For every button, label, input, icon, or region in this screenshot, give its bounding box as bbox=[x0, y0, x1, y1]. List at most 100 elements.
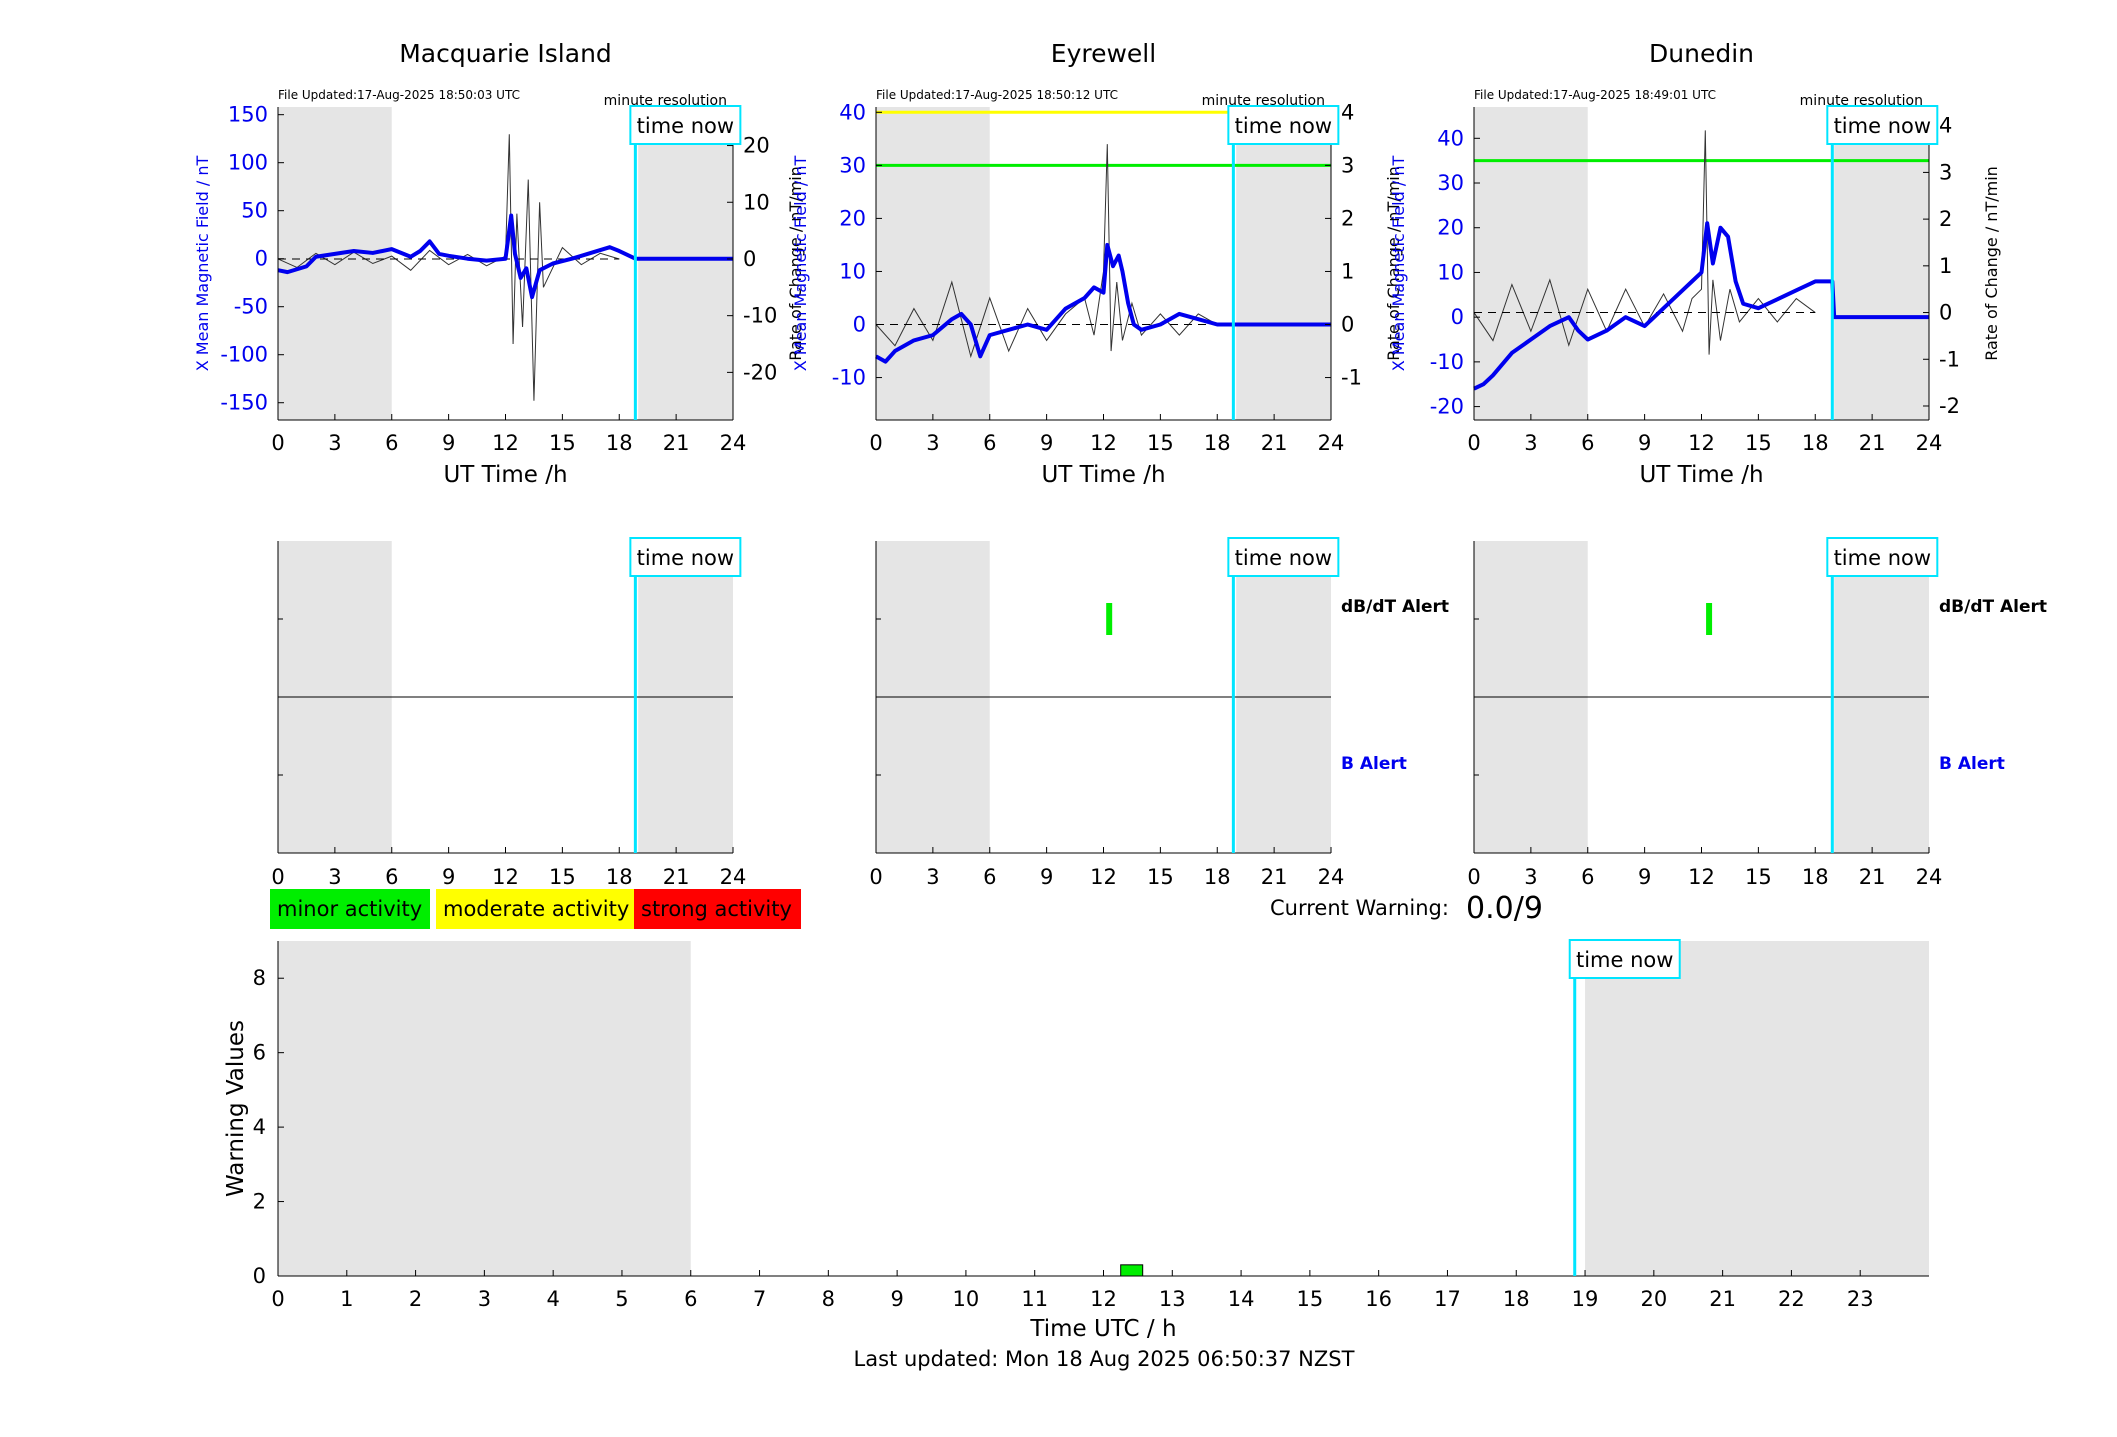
x-tick-label: 9 bbox=[1040, 865, 1053, 889]
left-y-tick-label: -10 bbox=[832, 366, 866, 390]
right-y-tick-label: -20 bbox=[743, 360, 777, 384]
x-tick-label: 7 bbox=[753, 1287, 766, 1311]
night-shading bbox=[1585, 941, 1929, 1276]
x-tick-label: 23 bbox=[1847, 1287, 1874, 1311]
mean-field-line bbox=[277, 213, 733, 300]
y-tick-label: 2 bbox=[253, 1190, 266, 1214]
x-tick-label: 12 bbox=[1090, 1287, 1117, 1311]
x-axis-label: Time UTC / h bbox=[1029, 1316, 1176, 1342]
x-tick-label: 0 bbox=[869, 865, 882, 889]
warning-bar bbox=[1120, 1264, 1144, 1277]
right-y-tick-label: -1 bbox=[1939, 347, 1960, 371]
x-tick-label: 12 bbox=[1090, 431, 1117, 455]
x-tick-label: 6 bbox=[1581, 431, 1594, 455]
y-tick-label: 0 bbox=[253, 1264, 266, 1288]
legend-minor-label: minor activity bbox=[277, 897, 422, 921]
right-y-tick-label: 2 bbox=[1341, 206, 1354, 230]
dbdt-alert-label: dB/dT Alert bbox=[1341, 597, 1449, 617]
x-tick-label: 4 bbox=[546, 1287, 559, 1311]
x-tick-label: 18 bbox=[1503, 1287, 1530, 1311]
file-updated-text: File Updated:17-Aug-2025 18:50:03 UTC bbox=[278, 88, 520, 102]
x-tick-label: 5 bbox=[615, 1287, 628, 1311]
left-y-tick-label: -20 bbox=[1430, 395, 1464, 419]
right-axis-label: Rate of Change / nT/min bbox=[1982, 166, 2001, 361]
alert-panel-eyrewell: 0 3 6 9 12 15 18 21 24 dB/dT Alert B Alert time now bbox=[869, 537, 1449, 889]
x-tick-label: 18 bbox=[1802, 431, 1829, 455]
x-axis-label: UT Time /h bbox=[443, 462, 567, 488]
left-axis-label: X Mean Magnetic Field / nT bbox=[1389, 156, 1408, 372]
right-y-tick-label: 20 bbox=[743, 134, 770, 158]
x-tick-label: 0 bbox=[1467, 431, 1480, 455]
x-tick-label: 14 bbox=[1228, 1287, 1255, 1311]
left-y-tick-label: 30 bbox=[839, 153, 866, 177]
x-tick-label: 6 bbox=[983, 865, 996, 889]
x-tick-label: 12 bbox=[492, 431, 519, 455]
right-axis-label: Rate of Change / nT/min bbox=[1384, 166, 1403, 361]
left-y-tick-label: 0 bbox=[255, 247, 268, 271]
x-tick-label: 18 bbox=[606, 431, 633, 455]
x-axis-label: UT Time /h bbox=[1041, 462, 1165, 488]
right-y-tick-label: 3 bbox=[1939, 160, 1952, 184]
rate-of-change-line bbox=[1473, 130, 1816, 355]
b-alert-label: B Alert bbox=[1939, 754, 2005, 774]
station-title: Macquarie Island bbox=[399, 39, 612, 68]
dbdt-alert-label: dB/dT Alert bbox=[1939, 597, 2047, 617]
y-tick-label: 6 bbox=[253, 1041, 266, 1065]
left-y-tick-label: 100 bbox=[228, 151, 268, 175]
right-y-tick-label: 1 bbox=[1939, 254, 1952, 278]
x-tick-label: 0 bbox=[271, 431, 284, 455]
time-now-label: time now bbox=[1834, 114, 1931, 138]
mean-field-line bbox=[875, 242, 1331, 364]
left-y-tick-label: 40 bbox=[839, 100, 866, 124]
x-tick-label: 9 bbox=[442, 431, 455, 455]
x-tick-label: 3 bbox=[328, 865, 341, 889]
x-tick-label: 21 bbox=[1859, 431, 1886, 455]
left-y-tick-label: 150 bbox=[228, 103, 268, 127]
current-warning-label: Current Warning: bbox=[1270, 896, 1449, 920]
x-tick-label: 15 bbox=[1147, 865, 1174, 889]
time-now-box bbox=[1227, 537, 1340, 577]
x-tick-label: 24 bbox=[720, 865, 747, 889]
x-tick-label: 21 bbox=[1261, 865, 1288, 889]
right-y-tick-label: 1 bbox=[1341, 259, 1354, 283]
legend-strong-swatch bbox=[634, 889, 801, 929]
b-alert-label: B Alert bbox=[1341, 754, 1407, 774]
file-updated-text: File Updated:17-Aug-2025 18:49:01 UTC bbox=[1474, 88, 1716, 102]
activity-legend: minor activity moderate activity strong … bbox=[270, 889, 801, 929]
time-now-box bbox=[629, 537, 742, 577]
alert-panel-dunedin: 0 3 6 9 12 15 18 21 24 dB/dT Alert B Alert time now bbox=[1467, 537, 2047, 889]
time-now-label: time now bbox=[1576, 948, 1673, 972]
night-shading bbox=[278, 107, 392, 420]
x-tick-label: 0 bbox=[271, 1287, 284, 1311]
left-y-tick-label: 50 bbox=[241, 199, 268, 223]
right-y-tick-label: 2 bbox=[1939, 207, 1952, 231]
rate-of-change-line bbox=[875, 144, 1218, 359]
night-shading bbox=[638, 107, 733, 420]
x-tick-label: 6 bbox=[1581, 865, 1594, 889]
x-tick-label: 18 bbox=[1204, 431, 1231, 455]
x-tick-label: 24 bbox=[1916, 431, 1943, 455]
x-tick-label: 24 bbox=[1916, 865, 1943, 889]
x-tick-label: 1 bbox=[340, 1287, 353, 1311]
right-y-tick-label: 0 bbox=[1341, 313, 1354, 337]
time-now-box bbox=[1227, 105, 1340, 145]
x-tick-label: 3 bbox=[926, 431, 939, 455]
left-y-tick-label: -150 bbox=[220, 391, 268, 415]
left-y-tick-label: 0 bbox=[853, 313, 866, 337]
dbdt-alert-mark bbox=[1106, 603, 1113, 635]
time-now-box bbox=[629, 105, 742, 145]
x-tick-label: 11 bbox=[1021, 1287, 1048, 1311]
left-y-tick-label: 30 bbox=[1437, 171, 1464, 195]
x-tick-label: 9 bbox=[1638, 431, 1651, 455]
time-now-box bbox=[1826, 537, 1939, 577]
y-tick-label: 4 bbox=[253, 1115, 266, 1139]
x-tick-label: 15 bbox=[1297, 1287, 1324, 1311]
legend-strong-label: strong activity bbox=[641, 897, 792, 921]
right-y-tick-label: 10 bbox=[743, 190, 770, 214]
x-tick-label: 13 bbox=[1159, 1287, 1186, 1311]
x-tick-label: 3 bbox=[478, 1287, 491, 1311]
night-shading bbox=[1834, 107, 1929, 420]
left-y-tick-label: 20 bbox=[1437, 216, 1464, 240]
